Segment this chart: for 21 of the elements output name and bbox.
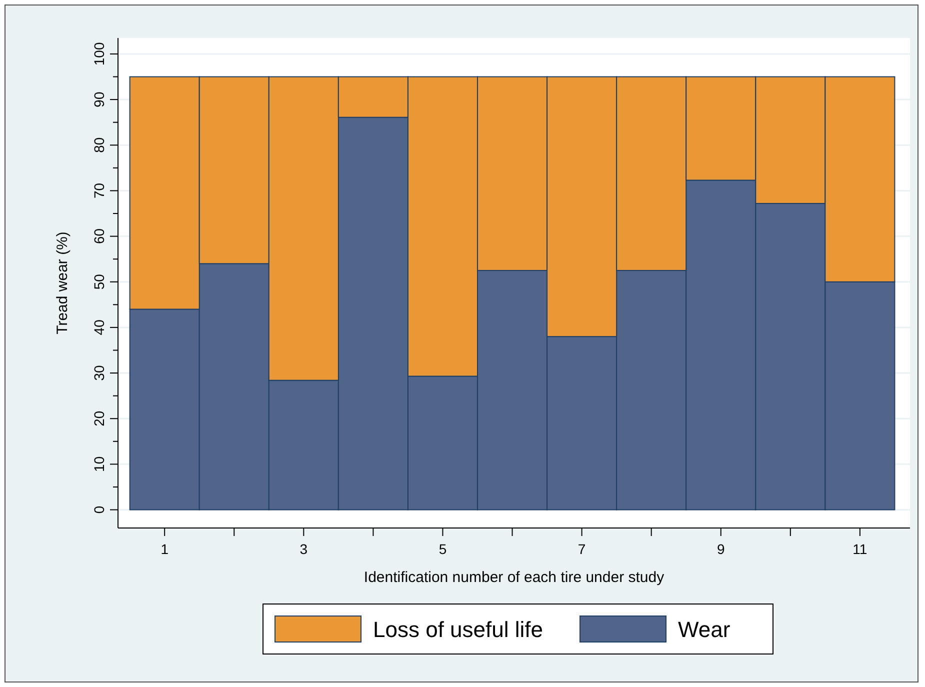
- y-tick-label: 60: [91, 228, 107, 244]
- y-axis-title: Tread wear (%): [54, 232, 71, 334]
- legend-label: Wear: [678, 617, 730, 642]
- x-tick-label: 1: [160, 541, 169, 557]
- y-tick-label: 80: [91, 137, 107, 153]
- x-tick-label: 9: [716, 541, 725, 557]
- y-tick-label: 30: [91, 365, 107, 381]
- y-tick-label: 100: [91, 42, 107, 66]
- y-tick-label: 10: [91, 456, 107, 472]
- legend-label: Loss of useful life: [373, 617, 543, 642]
- y-tick-label: 70: [91, 182, 107, 198]
- x-tick-label: 7: [578, 541, 586, 557]
- y-tick-label: 20: [91, 410, 107, 426]
- x-tick-label: 11: [852, 541, 868, 557]
- x-tick-label: 3: [300, 541, 308, 557]
- y-tick-label: 0: [91, 506, 107, 514]
- x-tick-label: 5: [438, 541, 447, 557]
- x-axis-title: Identification number of each tire under study: [364, 569, 665, 586]
- y-tick-label: 90: [91, 92, 107, 108]
- y-tick-label: 50: [91, 274, 107, 290]
- y-tick-label: 40: [91, 319, 107, 336]
